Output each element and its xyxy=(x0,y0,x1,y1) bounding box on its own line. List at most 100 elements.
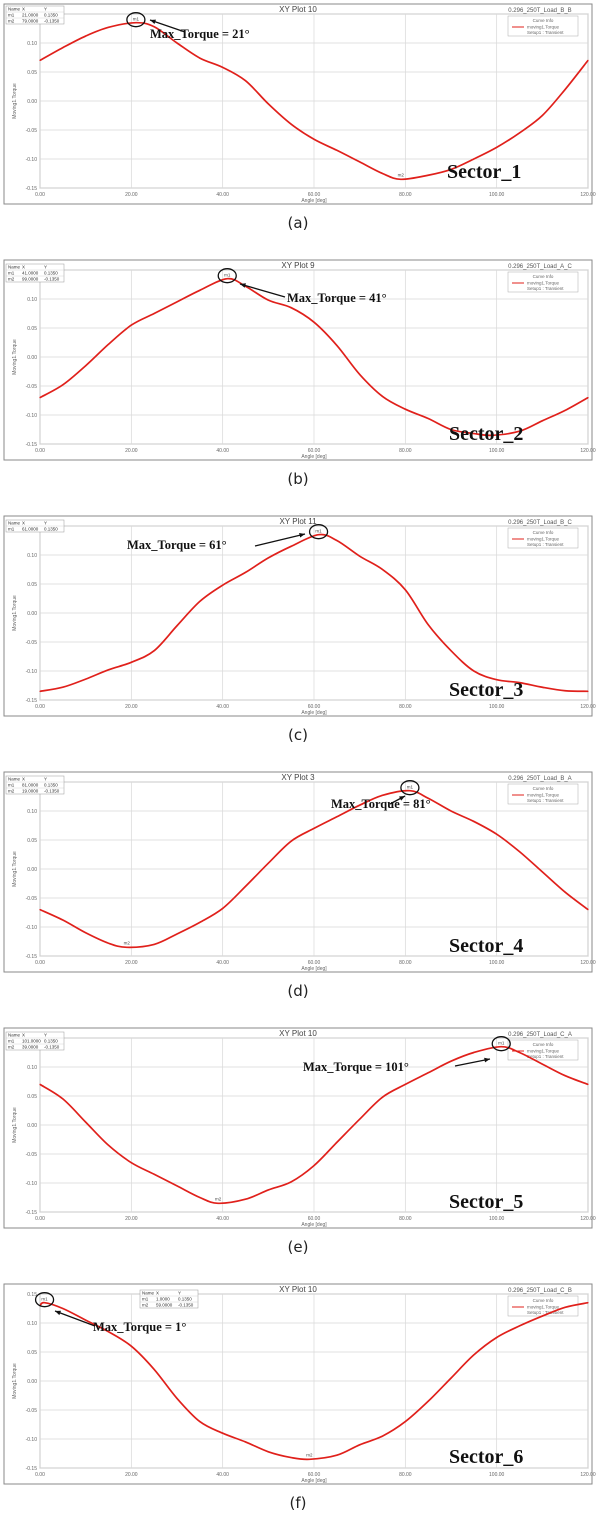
data-point xyxy=(135,22,137,24)
data-point xyxy=(153,312,155,315)
marker-table-cell: 0.1350 xyxy=(44,527,58,532)
plot-subtitle: 0.296_250T_Load_B_B xyxy=(508,8,571,14)
chart-panel-e: 0.00 20.00 40.00 60.00 80.00 100.00 120.00 -0.1… xyxy=(3,1027,596,1256)
max-torque-annotation: Max_Torque = 1° xyxy=(93,1320,186,1334)
y-tick-label: -0.10 xyxy=(26,1181,38,1187)
data-point xyxy=(404,408,406,410)
legend-setup-label: Setup1 : Transient xyxy=(527,1054,564,1059)
data-point xyxy=(39,1083,41,1085)
y-tick-label: 0.00 xyxy=(27,867,37,873)
legend-header: Curve Info xyxy=(533,1298,554,1303)
data-point xyxy=(587,1083,589,1085)
marker-table-cell: m1 xyxy=(8,13,15,18)
curve-marker-label-m2: m2 xyxy=(306,1452,313,1457)
data-point xyxy=(564,1306,566,1308)
data-point xyxy=(39,59,41,62)
y-tick-label: 0.05 xyxy=(27,70,37,76)
data-point xyxy=(126,946,128,948)
y-axis-label: Moving1.Torque xyxy=(12,1363,18,1399)
data-point xyxy=(217,1202,219,1204)
max-torque-circle xyxy=(217,268,237,284)
data-point xyxy=(244,80,247,82)
annotation-arrow-head xyxy=(150,19,156,25)
annotation-arrow-line xyxy=(239,283,286,298)
data-point xyxy=(359,161,361,163)
data-point xyxy=(381,1435,384,1437)
data-point xyxy=(518,1051,521,1054)
y-axis-label: Moving1.Torque xyxy=(12,83,18,119)
data-point xyxy=(359,804,361,806)
legend-header: Curve Info xyxy=(533,530,554,535)
annotation-arrow-head xyxy=(484,1057,490,1063)
legend-box xyxy=(507,271,579,293)
data-point xyxy=(500,1046,502,1048)
data-point xyxy=(153,650,155,652)
legend-box xyxy=(507,527,579,549)
sector-label: Sector_1 xyxy=(447,161,521,183)
marker-table-cell: m1 xyxy=(8,783,15,788)
annotation-arrow-line xyxy=(54,1310,96,1327)
x-tick-label: 0.00 xyxy=(35,448,45,454)
data-point xyxy=(518,430,521,432)
x-tick-label: 100.00 xyxy=(489,1216,505,1222)
data-point xyxy=(107,26,110,28)
x-tick-label: 80.00 xyxy=(399,960,412,966)
data-point xyxy=(85,932,87,934)
marker-table-cell: -0.1350 xyxy=(44,1045,60,1050)
data-point xyxy=(450,810,452,812)
x-tick-label: 100.00 xyxy=(489,704,505,710)
data-point xyxy=(222,1432,224,1434)
chart-panel-f: 0.00 20.00 40.00 60.00 80.00 100.00 120.00 -0.1… xyxy=(3,1283,596,1512)
data-point xyxy=(496,833,498,835)
max-torque-annotation: Max_Torque = 21° xyxy=(150,27,250,41)
y-tick-label: -0.10 xyxy=(26,669,38,675)
plot-title: XY Plot 3 xyxy=(281,773,315,782)
data-point xyxy=(62,919,64,921)
marker-table-cell: 19.0000 xyxy=(22,789,39,794)
marker-table-header: Y xyxy=(44,521,47,526)
x-tick-label: 40.00 xyxy=(216,192,229,198)
marker-table-header: Y xyxy=(44,7,47,12)
data-point xyxy=(427,1072,429,1074)
x-axis-label: Angle [deg] xyxy=(301,710,327,716)
x-tick-label: 40.00 xyxy=(216,960,229,966)
y-tick-label: 0.00 xyxy=(27,611,37,617)
plot-title: XY Plot 10 xyxy=(279,1285,317,1294)
marker-table-cell: 1.0000 xyxy=(156,1297,170,1302)
data-point xyxy=(491,434,493,436)
annotation-arrow-line xyxy=(454,1058,491,1067)
y-tick-label: -0.15 xyxy=(26,698,38,704)
x-tick-label: 60.00 xyxy=(308,1216,321,1222)
plot-title: XY Plot 11 xyxy=(279,517,317,526)
data-point xyxy=(587,397,589,399)
marker-table-header: Name xyxy=(8,521,21,526)
x-tick-label: 60.00 xyxy=(308,960,321,966)
panel-caption: (f) xyxy=(290,1494,307,1512)
y-tick-label: -0.10 xyxy=(26,925,38,931)
data-point xyxy=(130,1162,132,1164)
annotation-arrow-head xyxy=(299,533,305,538)
marker-table-header: Y xyxy=(44,777,47,782)
data-point xyxy=(290,545,292,547)
marker-table-cell: 0.1350 xyxy=(44,1039,58,1044)
y-tick-label: -0.15 xyxy=(26,1210,38,1216)
data-point xyxy=(153,26,155,28)
data-point xyxy=(176,301,178,303)
data-point xyxy=(244,885,247,888)
legend-box xyxy=(507,15,579,37)
y-tick-label: 0.10 xyxy=(27,553,37,559)
data-point xyxy=(336,1454,338,1456)
chart-panel-b: 0.00 20.00 40.00 60.00 80.00 100.00 120.00 -0.1… xyxy=(3,259,596,488)
x-tick-label: 20.00 xyxy=(125,1216,138,1222)
marker-table-header: Name xyxy=(8,265,21,270)
data-point xyxy=(85,1121,87,1123)
x-tick-label: 20.00 xyxy=(125,448,138,454)
data-point xyxy=(404,1083,406,1085)
data-point xyxy=(267,862,269,864)
marker-table-cell: m2 xyxy=(142,1303,149,1308)
marker-table-cell: 101.0000 xyxy=(22,1039,41,1044)
x-tick-label: 60.00 xyxy=(308,1472,321,1478)
data-point xyxy=(336,539,338,542)
